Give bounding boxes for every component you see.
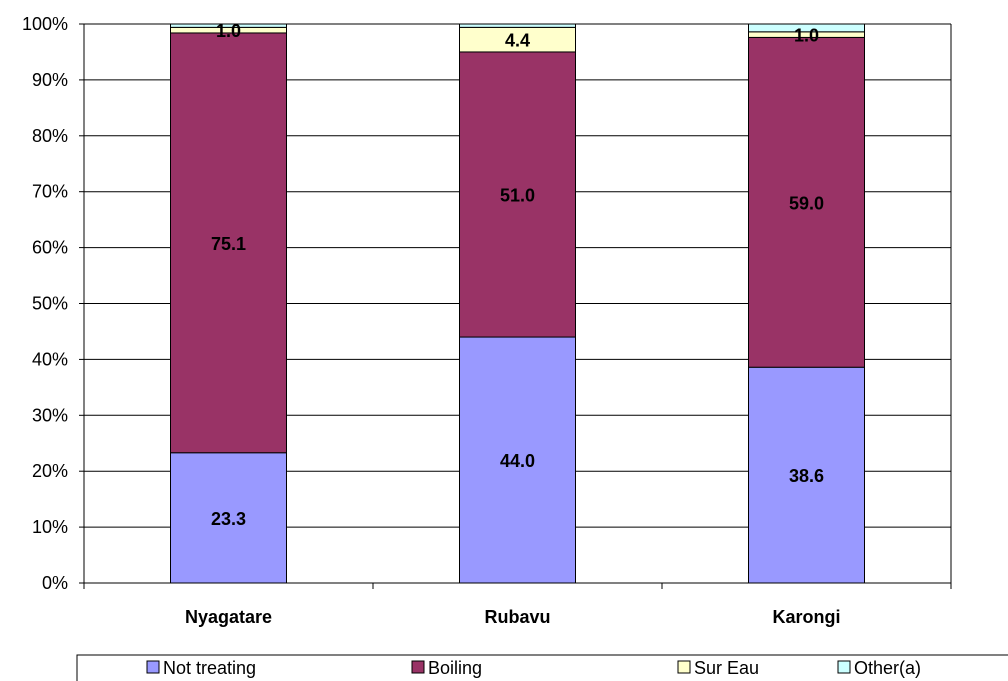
- legend-label: Other(a): [854, 658, 921, 678]
- data-label: 44.0: [500, 451, 535, 471]
- category-label: Nyagatare: [185, 607, 272, 627]
- data-label: 59.0: [789, 193, 824, 213]
- data-label: 4.4: [505, 31, 530, 51]
- bar-segment-boiling: [748, 36, 865, 368]
- legend: Not treating Boiling Sur Eau Other(a): [76, 654, 1008, 681]
- y-tick-label: 50%: [32, 294, 68, 314]
- category-label: Karongi: [772, 607, 840, 627]
- category-label: Rubavu: [484, 607, 550, 627]
- data-label: 38.6: [789, 466, 824, 486]
- bar-segment-other-a-: [170, 23, 287, 28]
- y-tick-label: 10%: [32, 517, 68, 537]
- data-label: 75.1: [211, 234, 246, 254]
- bar-segment-not-treating: [170, 452, 287, 584]
- bar-segment-boiling: [170, 32, 287, 454]
- bar-segment-other-a-: [748, 23, 865, 33]
- y-tick-label: 60%: [32, 238, 68, 258]
- y-tick-label: 80%: [32, 126, 68, 146]
- bars: [170, 23, 865, 584]
- legend-label: Sur Eau: [694, 658, 759, 678]
- legend-swatch: [837, 660, 851, 674]
- y-tick-label: 30%: [32, 405, 68, 425]
- bar-segment-other-a-: [459, 23, 576, 28]
- bar-segment-not-treating: [459, 336, 576, 584]
- y-tick-label: 20%: [32, 461, 68, 481]
- y-tick-label: 70%: [32, 182, 68, 202]
- legend-box: [76, 654, 1008, 681]
- legend-swatch: [146, 660, 160, 674]
- y-tick-label: 40%: [32, 349, 68, 369]
- data-label: 23.3: [211, 509, 246, 529]
- data-label: 1.0: [794, 26, 819, 46]
- data-labels: 23.3 75.1 1.0 44.0 51.0 4.4 38.6 59.0 1.0: [211, 21, 824, 529]
- legend-label: Not treating: [163, 658, 256, 678]
- y-tick-label: 0%: [42, 573, 68, 593]
- data-label: 1.0: [216, 21, 241, 41]
- bar-segment-boiling: [459, 51, 576, 338]
- legend-swatch: [677, 660, 691, 674]
- legend-label: Boiling: [428, 658, 482, 678]
- data-label: 51.0: [500, 185, 535, 205]
- y-tick-label: 100%: [22, 14, 68, 34]
- bar-segment-not-treating: [748, 366, 865, 584]
- y-tick-label: 90%: [32, 70, 68, 90]
- legend-swatch: [411, 660, 425, 674]
- bar-segment-sur-eau: [459, 26, 576, 53]
